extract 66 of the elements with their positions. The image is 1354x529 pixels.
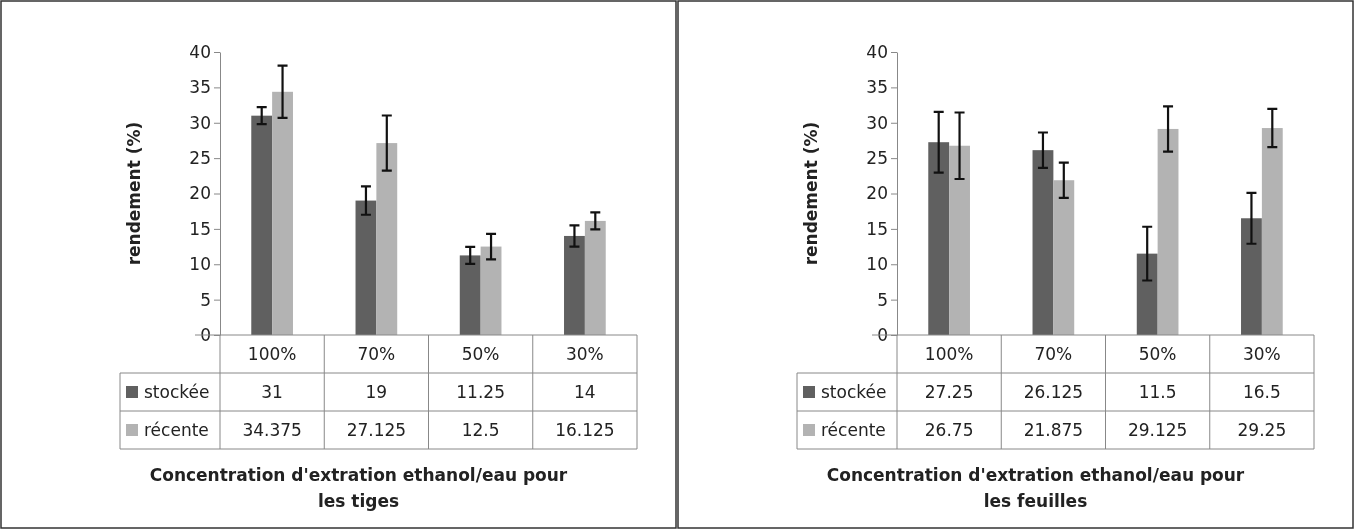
legend-label: stockée [821,382,887,402]
data-label: 19 [365,382,388,402]
y-tick-label: 40 [866,41,888,62]
bar [1053,180,1075,335]
legend-label: récente [144,420,209,440]
y-tick-label: 20 [866,183,888,204]
x-tick-label: 50% [461,344,500,364]
data-label: 12.5 [461,420,500,440]
data-label: 34.375 [242,420,302,440]
y-tick-label: 20 [189,183,211,204]
x-tick-label: 30% [565,344,604,364]
y-tick-label: 35 [866,77,888,98]
bar [1157,128,1179,335]
bar [584,220,606,335]
data-label: 16.5 [1242,382,1281,402]
bar [1241,218,1262,335]
legend-label: stockée [144,382,210,402]
data-label: 29.25 [1237,420,1287,440]
legend-label: récente [821,420,886,440]
y-tick-label: 25 [189,148,211,169]
data-label: 11.5 [1138,382,1177,402]
bar [272,91,293,335]
y-tick-label: 15 [866,218,888,239]
y-tick-label: 15 [189,218,211,239]
y-tick-label: 0 [200,324,211,345]
x-axis-title: Concentration d'extration ethanol/eau pour les tiges [149,465,568,511]
data-label: 26.75 [924,420,974,440]
data-label: 31 [261,382,283,402]
y-tick-label: 35 [189,77,211,98]
y-tick-label: 5 [877,289,888,310]
bar [949,145,970,335]
y-tick-label: 10 [189,254,211,275]
data-label: 14 [574,382,596,402]
bar [1261,128,1283,335]
y-axis-title: rendement (%) [124,121,144,266]
x-tick-label: 100% [924,344,974,364]
bar [355,200,377,335]
x-tick-label: 100% [247,344,297,364]
y-tick-label: 0 [877,324,888,345]
x-tick-label: 70% [357,344,396,364]
data-label: 27.25 [924,382,974,402]
y-tick-label: 30 [866,112,888,133]
data-label: 26.125 [1023,382,1084,402]
y-tick-label: 5 [200,289,211,310]
data-label: 27.125 [346,420,407,440]
bar [251,115,273,335]
bar [376,143,398,335]
data-label: 29.125 [1127,420,1188,440]
bar [480,246,502,335]
bar [459,255,481,335]
x-tick-label: 30% [1242,344,1281,364]
y-axis-title: rendement (%) [801,121,821,266]
data-label: 16.125 [555,420,615,440]
x-axis-title: Concentration d'extration ethanol/eau pour les feuilles [826,465,1245,511]
data-label: 21.875 [1023,420,1084,440]
y-tick-label: 10 [866,254,888,275]
data-label: 11.25 [456,382,505,402]
bar [1032,150,1054,335]
bar [928,142,950,335]
bar [1136,253,1158,335]
x-tick-label: 50% [1138,344,1177,364]
y-tick-label: 25 [866,148,888,169]
y-tick-label: 30 [189,112,211,133]
x-tick-label: 70% [1034,344,1073,364]
bar [564,235,585,335]
y-tick-label: 40 [189,41,211,62]
